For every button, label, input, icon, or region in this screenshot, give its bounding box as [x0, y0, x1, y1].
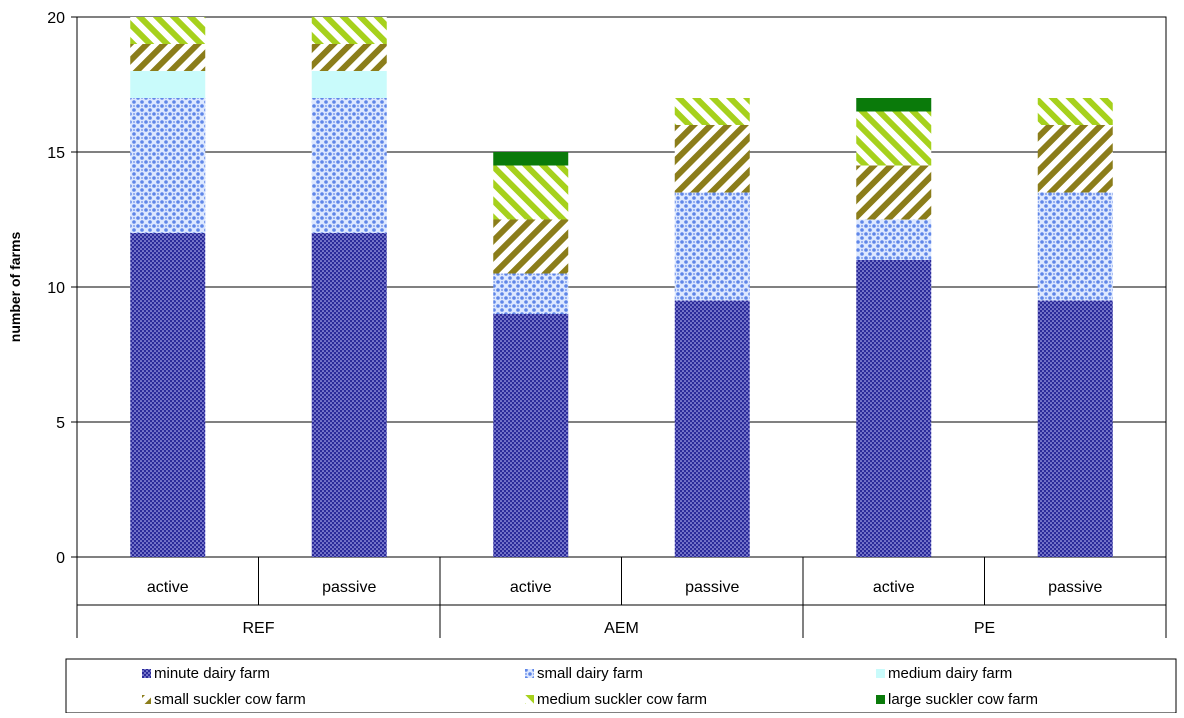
- bar-segment: [311, 233, 387, 557]
- legend-swatch: [876, 669, 885, 678]
- y-tick-label: 15: [47, 145, 65, 162]
- legend-label: small dairy farm: [537, 665, 643, 682]
- bar-segment: [1037, 98, 1113, 125]
- tick-labels: 0 5 10 15 20 active passive active passive active…: [47, 10, 1102, 637]
- bar-segment: [856, 98, 932, 112]
- x-group-label: AEM: [604, 620, 639, 637]
- bar-segment: [674, 125, 750, 193]
- x-category-label: passive: [322, 579, 376, 596]
- bar-segment: [493, 273, 569, 314]
- axes: [71, 16, 1167, 638]
- bar-segment: [311, 71, 387, 98]
- legend: minute dairy farm small dairy farm medium …: [65, 658, 1177, 714]
- legend-label: minute dairy farm: [154, 665, 270, 682]
- bar-segment: [674, 300, 750, 557]
- x-category-label: active: [510, 579, 552, 596]
- y-tick-label: 10: [47, 280, 65, 297]
- bar-segment: [130, 98, 206, 233]
- bar-segment: [130, 233, 206, 557]
- grid-lines: [76, 16, 1167, 558]
- x-group-label: PE: [974, 620, 995, 637]
- legend-swatch: [876, 695, 885, 704]
- y-tick-label: 0: [56, 550, 65, 567]
- x-group-label: REF: [243, 620, 275, 637]
- legend-label: medium suckler cow farm: [537, 691, 707, 708]
- bar-segment: [493, 314, 569, 557]
- bar-segment: [674, 192, 750, 301]
- bar-segment: [493, 152, 569, 166]
- legend-label: large suckler cow farm: [888, 691, 1038, 708]
- bar-segment: [856, 111, 932, 166]
- y-tick-label: 5: [56, 415, 65, 432]
- bar-segment: [856, 260, 932, 557]
- x-category-label: active: [873, 579, 915, 596]
- bar-segment: [311, 44, 387, 71]
- bar-segment: [130, 44, 206, 71]
- y-tick-label: 20: [47, 10, 65, 27]
- x-category-label: passive: [1048, 579, 1102, 596]
- bar-segment: [130, 71, 206, 98]
- y-axis-label: number of farms: [7, 232, 23, 343]
- bar-segment: [311, 17, 387, 44]
- bar-segment: [1037, 125, 1113, 193]
- legend-box: [65, 658, 1177, 714]
- bar-segment: [856, 165, 932, 220]
- bar-segment: [1037, 300, 1113, 557]
- legend-swatch: [525, 669, 534, 678]
- legend-swatch: [525, 695, 534, 704]
- legend-swatch: [142, 695, 151, 704]
- bars: [130, 17, 1113, 557]
- bar-segment: [493, 219, 569, 274]
- bar-segment: [1037, 192, 1113, 301]
- bar-segment: [493, 165, 569, 220]
- legend-label: medium dairy farm: [888, 665, 1012, 682]
- x-category-label: passive: [685, 579, 739, 596]
- legend-swatch: [142, 669, 151, 678]
- x-category-label: active: [147, 579, 189, 596]
- legend-label: small suckler cow farm: [154, 691, 306, 708]
- bar-segment: [311, 98, 387, 233]
- bar-segment: [856, 219, 932, 260]
- bar-segment: [674, 98, 750, 125]
- bar-segment: [130, 17, 206, 44]
